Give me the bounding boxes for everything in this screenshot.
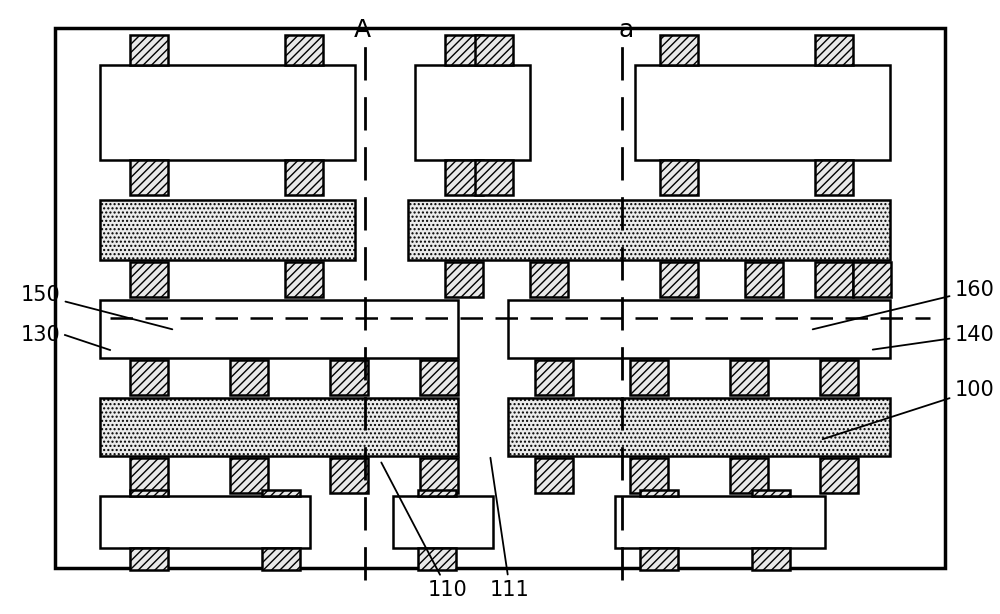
Bar	[393, 496, 493, 548]
Bar	[640, 490, 678, 496]
Bar	[445, 262, 483, 297]
Bar	[100, 496, 310, 548]
Text: A: A	[353, 18, 371, 42]
Bar	[730, 458, 768, 493]
Bar	[630, 360, 668, 395]
Bar	[262, 490, 300, 496]
Bar	[508, 300, 890, 358]
Bar	[130, 262, 168, 297]
Bar	[100, 200, 355, 260]
Bar	[535, 458, 573, 493]
Bar	[100, 300, 458, 358]
Bar	[752, 548, 790, 570]
Bar	[55, 28, 945, 568]
Text: 160: 160	[813, 280, 995, 329]
Bar	[820, 458, 858, 493]
Bar	[415, 65, 530, 160]
Bar	[660, 262, 698, 297]
Bar	[630, 458, 668, 493]
Bar	[752, 490, 790, 496]
Bar	[508, 398, 890, 456]
Bar	[130, 458, 168, 493]
Bar	[130, 490, 168, 496]
Text: 150: 150	[20, 285, 172, 329]
Bar	[820, 360, 858, 395]
Bar	[285, 160, 323, 195]
Text: 130: 130	[20, 325, 60, 345]
Bar	[815, 160, 853, 195]
Bar	[230, 360, 268, 395]
Bar	[408, 200, 890, 260]
Bar	[660, 160, 698, 195]
Bar	[445, 35, 483, 65]
Bar	[100, 65, 355, 160]
Bar	[420, 360, 458, 395]
Bar	[285, 35, 323, 65]
Text: 140: 140	[873, 325, 995, 349]
Bar	[445, 160, 483, 195]
Bar	[130, 35, 168, 65]
Text: 110: 110	[381, 462, 468, 600]
Bar	[853, 262, 891, 297]
Bar	[285, 262, 323, 297]
Bar	[475, 160, 513, 195]
Bar	[418, 490, 456, 496]
Text: a: a	[618, 18, 634, 42]
Bar	[815, 262, 853, 297]
Bar	[330, 360, 368, 395]
Bar	[475, 35, 513, 65]
Bar	[418, 548, 456, 570]
Bar	[100, 398, 458, 456]
Bar	[615, 496, 825, 548]
Bar	[535, 360, 573, 395]
Bar	[130, 360, 168, 395]
Text: 111: 111	[490, 458, 530, 600]
Bar	[130, 548, 168, 570]
Bar	[330, 458, 368, 493]
Bar	[640, 548, 678, 570]
Bar	[815, 35, 853, 65]
Bar	[745, 262, 783, 297]
Bar	[635, 65, 890, 160]
Bar	[530, 262, 568, 297]
Bar	[262, 548, 300, 570]
Bar	[230, 458, 268, 493]
Text: 100: 100	[823, 380, 995, 439]
Bar	[730, 360, 768, 395]
Bar	[130, 160, 168, 195]
Bar	[420, 458, 458, 493]
Bar	[660, 35, 698, 65]
